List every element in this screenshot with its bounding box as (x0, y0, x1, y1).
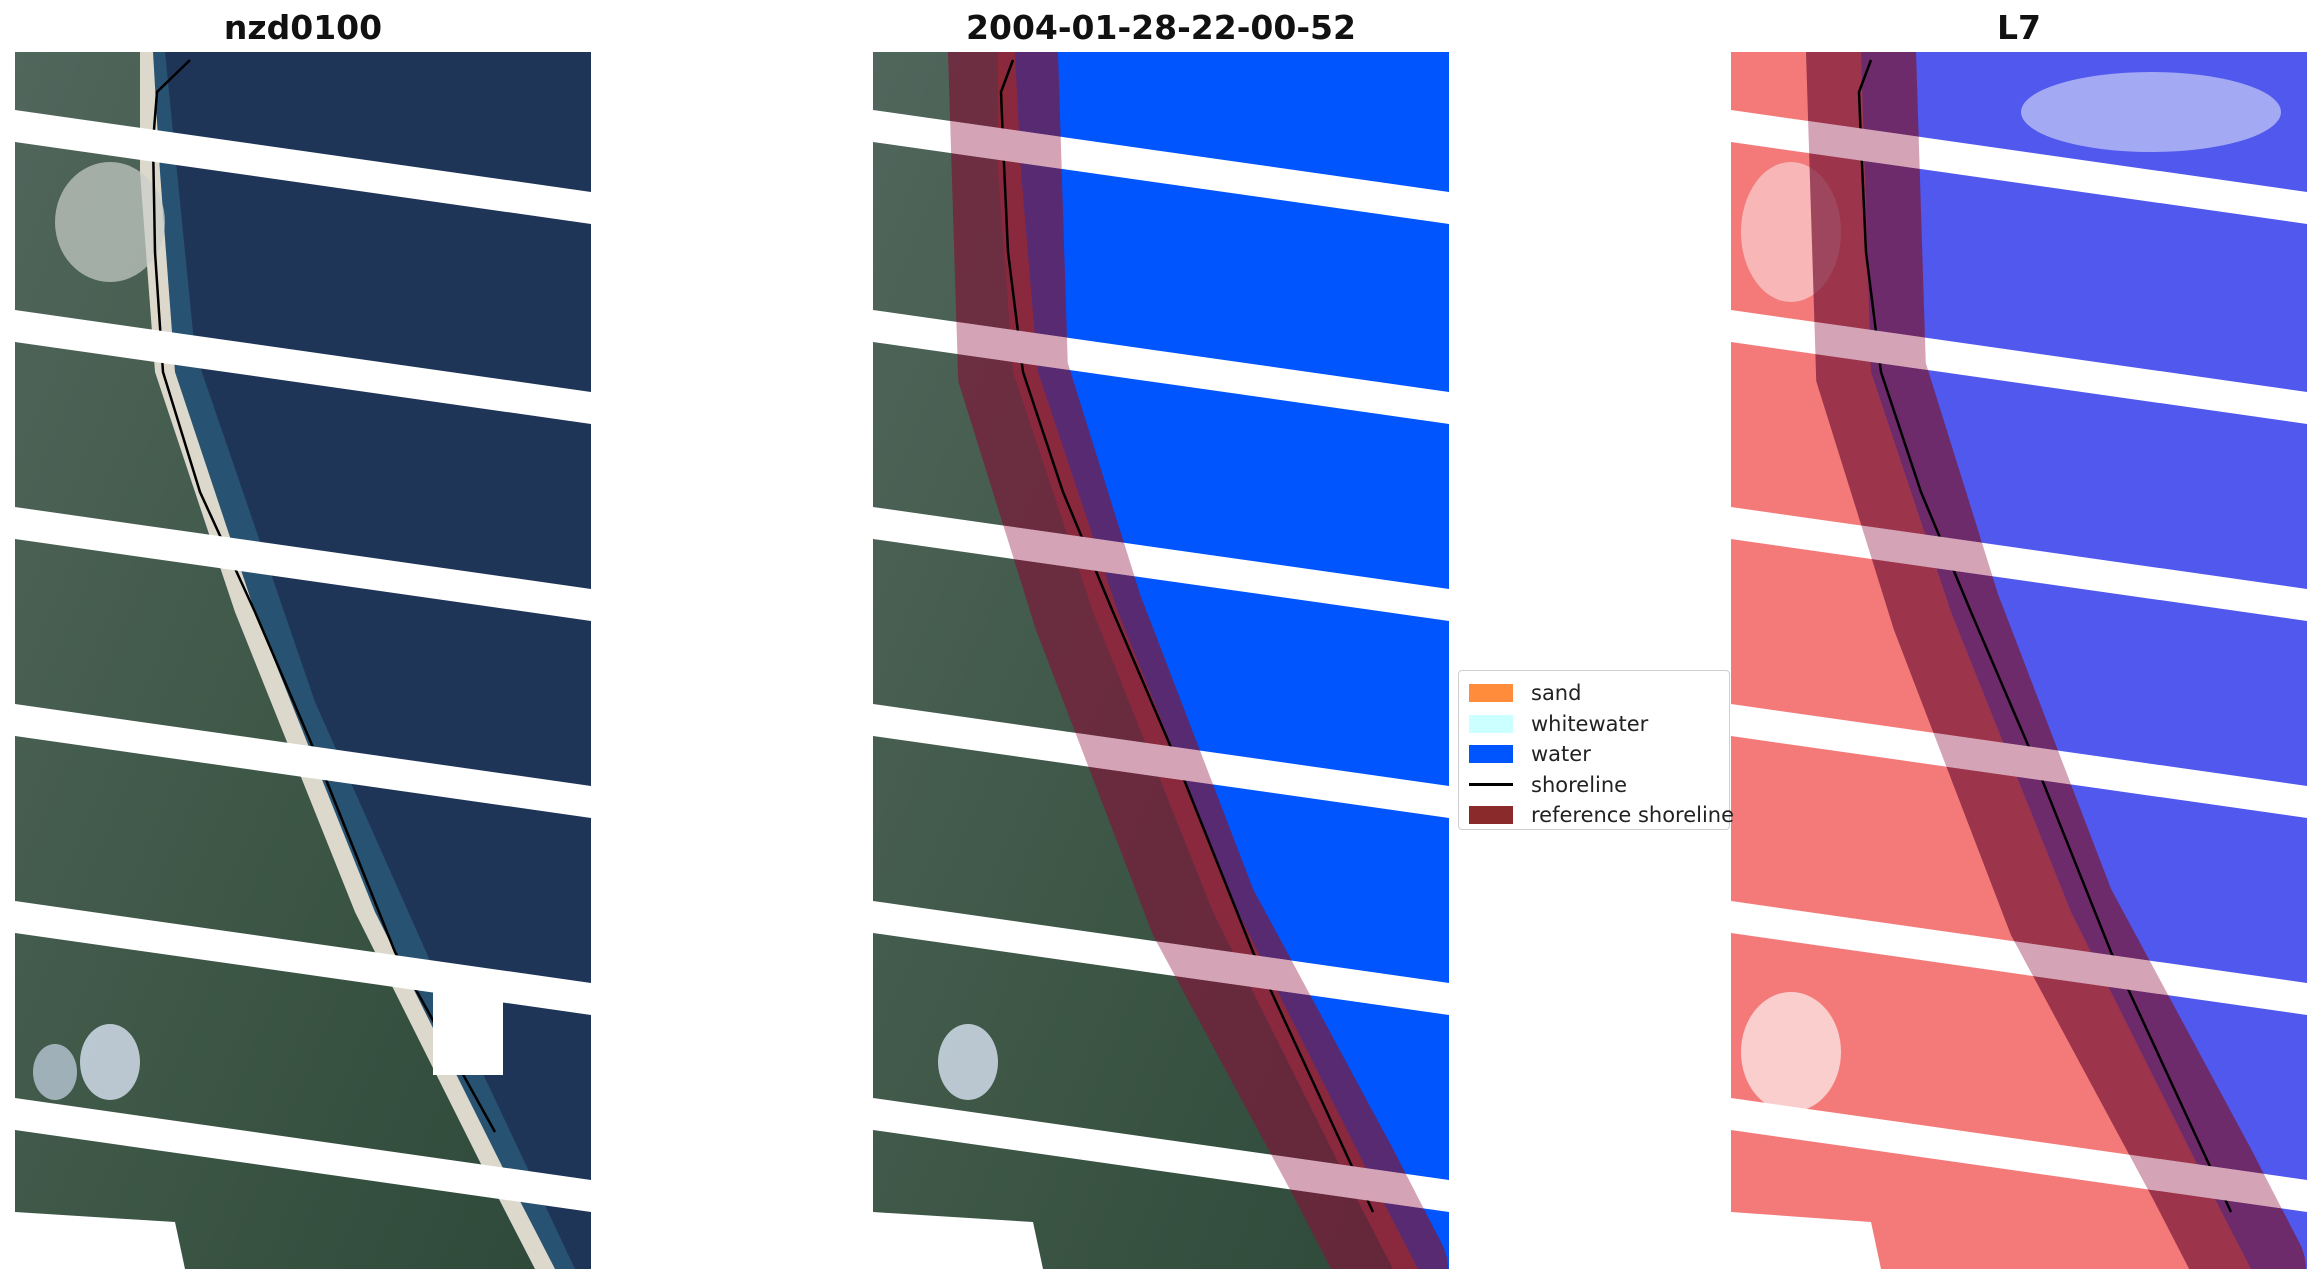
legend-swatch-whitewater (1469, 714, 1513, 733)
panel-title-index: L7 (1997, 8, 2041, 47)
legend-label: shoreline (1531, 772, 1628, 797)
legend-swatch-reference-shoreline (1469, 806, 1513, 825)
nodata-area (15, 1212, 185, 1269)
shoreline-line (151, 59, 497, 1133)
nodata-patch (433, 990, 503, 1075)
legend-label: whitewater (1531, 711, 1649, 736)
panel-title-rgb: nzd0100 (223, 8, 383, 47)
shoreline-line (999, 59, 1375, 1213)
pale-water (2021, 72, 2281, 152)
classified-image-panel (873, 52, 1449, 1269)
legend-item-water: water (1469, 739, 1719, 770)
legend-label: sand (1531, 681, 1582, 706)
legend-swatch-sand (1469, 684, 1513, 703)
index-image-panel (1731, 52, 2307, 1269)
legend: sand whitewater water shoreline referenc… (1458, 670, 1734, 831)
panel-title-classified: 2004-01-28-22-00-52 (966, 8, 1356, 47)
legend-swatch-shoreline (1469, 783, 1513, 787)
legend-item-reference-shoreline: reference shoreline (1469, 800, 1734, 831)
pale-land (1741, 992, 1841, 1112)
cloud (80, 1024, 140, 1100)
nodata-area (873, 1212, 1043, 1269)
cloud (938, 1024, 998, 1100)
legend-item-sand: sand (1469, 678, 1719, 709)
legend-label: water (1531, 742, 1591, 767)
scan-gaps (15, 110, 591, 1212)
cloud (33, 1044, 77, 1100)
legend-item-whitewater: whitewater (1469, 709, 1719, 740)
legend-label: reference shoreline (1531, 803, 1735, 828)
dune-patch (55, 162, 165, 282)
shoreline-line (1857, 59, 2233, 1213)
legend-swatch-water (1469, 745, 1513, 764)
rgb-image-panel (15, 52, 591, 1269)
legend-item-shoreline: shoreline (1469, 770, 1719, 801)
nodata-area (1731, 1212, 1881, 1269)
